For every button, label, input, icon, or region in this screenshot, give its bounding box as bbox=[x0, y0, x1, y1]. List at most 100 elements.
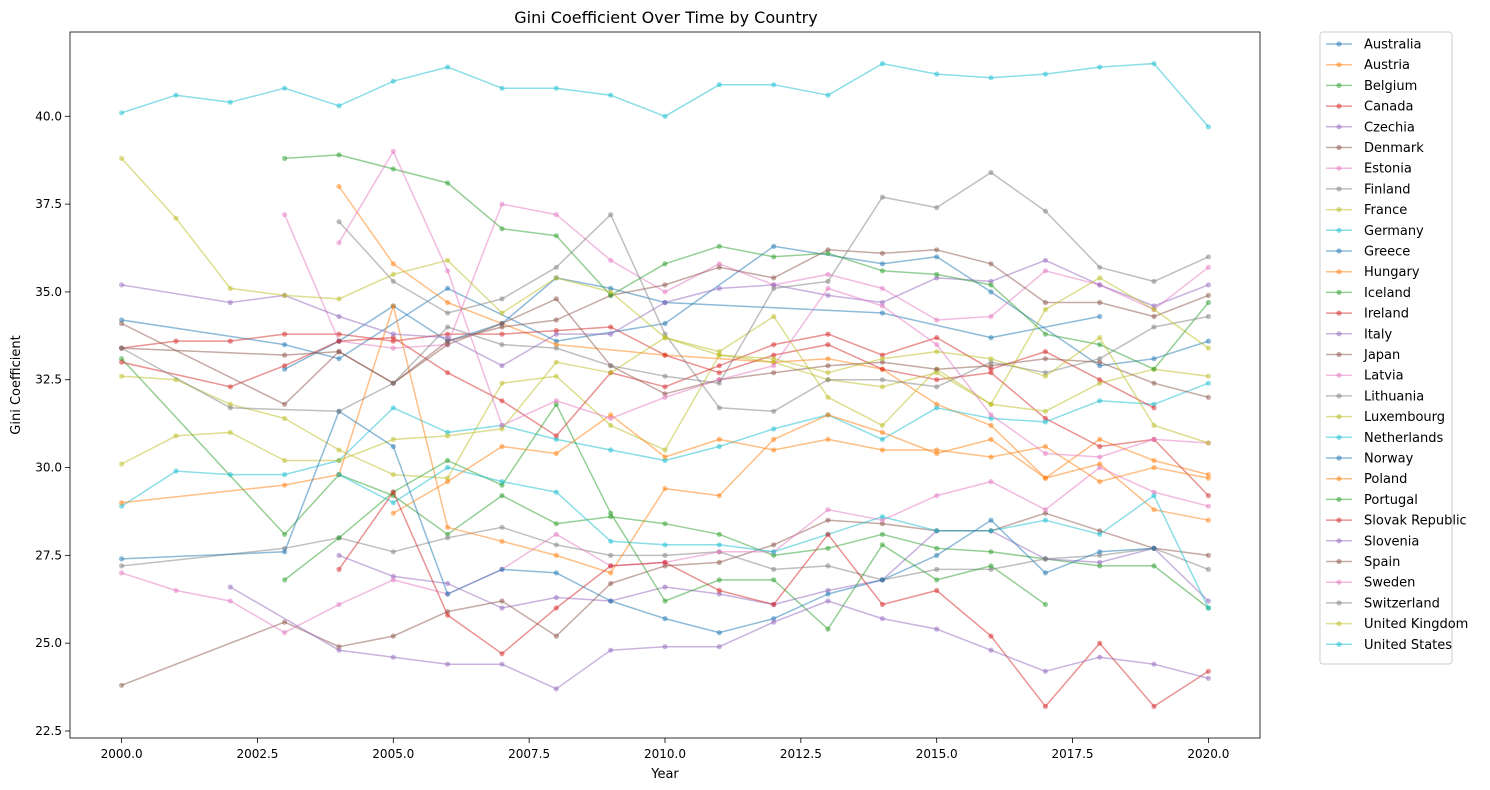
data-point-netherlands bbox=[336, 472, 342, 478]
data-point-australia bbox=[336, 356, 342, 362]
data-point-united-states bbox=[1151, 61, 1157, 67]
legend-label: Canada bbox=[1364, 100, 1413, 115]
data-point-iceland bbox=[934, 577, 940, 583]
legend-marker-swatch bbox=[1336, 538, 1342, 544]
data-point-portugal bbox=[1151, 366, 1157, 372]
legend-label: Luxembourg bbox=[1364, 410, 1445, 425]
data-point-sweden bbox=[553, 398, 559, 404]
data-point-spain bbox=[825, 363, 831, 369]
legend-item-belgium: Belgium bbox=[1326, 79, 1417, 94]
data-point-latvia bbox=[825, 507, 831, 513]
data-point-norway bbox=[608, 598, 614, 604]
data-point-portugal bbox=[282, 155, 288, 161]
legend-marker-swatch bbox=[1336, 310, 1342, 316]
y-tick-label: 35.0 bbox=[35, 285, 62, 299]
data-point-united-kingdom bbox=[608, 289, 614, 295]
legend-item-switzerland: Switzerland bbox=[1326, 596, 1440, 611]
legend-item-france: France bbox=[1326, 203, 1407, 218]
legend-label: Switzerland bbox=[1364, 596, 1440, 611]
data-point-spain bbox=[282, 352, 288, 358]
data-point-ireland bbox=[1151, 405, 1157, 411]
x-tick-label: 2005.0 bbox=[372, 747, 414, 761]
data-point-austria bbox=[825, 356, 831, 362]
data-point-germany bbox=[771, 426, 777, 432]
data-point-austria bbox=[988, 422, 994, 428]
data-point-norway bbox=[1097, 549, 1103, 555]
data-point-canada bbox=[608, 324, 614, 330]
data-point-united-states bbox=[934, 71, 940, 77]
legend-item-united-states: United States bbox=[1326, 638, 1452, 653]
legend-label: Norway bbox=[1364, 452, 1414, 467]
data-point-belgium bbox=[499, 493, 505, 499]
data-point-portugal bbox=[499, 226, 505, 232]
data-point-slovenia bbox=[934, 626, 940, 632]
data-point-united-states bbox=[173, 92, 179, 98]
legend-label: Estonia bbox=[1364, 162, 1412, 177]
data-point-denmark bbox=[771, 542, 777, 548]
data-point-estonia bbox=[608, 257, 614, 263]
data-point-austria bbox=[445, 299, 451, 306]
data-point-slovak-republic bbox=[1097, 640, 1103, 646]
data-point-australia bbox=[988, 289, 994, 295]
data-point-lithuania bbox=[445, 310, 451, 316]
data-point-finland bbox=[499, 524, 505, 530]
data-point-hungary bbox=[1042, 475, 1048, 481]
data-point-luxembourg bbox=[390, 436, 396, 442]
data-point-switzerland bbox=[390, 380, 396, 386]
data-point-finland bbox=[1097, 552, 1103, 559]
data-point-italy bbox=[390, 331, 396, 337]
data-point-france bbox=[1042, 408, 1048, 414]
data-point-switzerland bbox=[1097, 264, 1103, 270]
data-point-estonia bbox=[934, 317, 940, 323]
data-point-luxembourg bbox=[445, 433, 451, 439]
data-point-slovak-republic bbox=[716, 587, 722, 594]
data-point-slovenia bbox=[825, 598, 831, 604]
data-point-sweden bbox=[771, 363, 777, 369]
data-point-germany bbox=[1097, 398, 1103, 404]
data-point-australia bbox=[1205, 338, 1211, 344]
legend-item-estonia: Estonia bbox=[1326, 162, 1412, 177]
data-point-finland bbox=[608, 552, 614, 559]
data-point-lithuania bbox=[934, 384, 940, 390]
data-point-czechia bbox=[1097, 559, 1103, 566]
data-point-finland bbox=[662, 552, 668, 559]
data-point-luxembourg bbox=[227, 429, 233, 435]
data-point-norway bbox=[445, 591, 451, 597]
data-point-slovak-republic bbox=[879, 601, 886, 608]
data-point-belgium bbox=[553, 521, 559, 527]
data-point-finland bbox=[934, 566, 940, 573]
data-point-norway bbox=[716, 630, 722, 636]
data-point-slovak-republic bbox=[934, 587, 940, 594]
data-point-switzerland bbox=[825, 278, 831, 284]
data-point-poland bbox=[1042, 443, 1048, 450]
legend-item-sweden: Sweden bbox=[1326, 576, 1415, 591]
x-axis: 2000.0 2002.5 2005.0 2007.5 2010.0 2012.5 2015… bbox=[101, 738, 1229, 761]
legend-item-finland: Finland bbox=[1326, 182, 1410, 197]
data-point-ireland bbox=[716, 363, 722, 369]
data-point-switzerland bbox=[934, 205, 940, 211]
data-point-hungary bbox=[879, 429, 886, 435]
legend-marker-swatch bbox=[1336, 144, 1342, 151]
data-point-spain bbox=[934, 366, 940, 372]
legend-item-norway: Norway bbox=[1326, 452, 1414, 467]
data-point-czechia bbox=[553, 594, 559, 601]
data-point-hungary bbox=[988, 436, 994, 442]
series-netherlands bbox=[336, 464, 1211, 611]
data-point-austria bbox=[336, 183, 342, 190]
data-point-slovenia bbox=[1151, 661, 1157, 667]
data-point-ireland bbox=[119, 359, 125, 365]
data-point-hungary bbox=[553, 552, 559, 559]
y-axis-title: Gini Coefficient bbox=[9, 335, 24, 434]
data-point-denmark bbox=[499, 598, 505, 604]
legend-item-poland: Poland bbox=[1326, 472, 1407, 487]
legend-item-slovak-republic: Slovak Republic bbox=[1326, 514, 1467, 529]
legend-item-greece: Greece bbox=[1326, 245, 1410, 260]
data-point-hungary bbox=[662, 486, 668, 492]
data-point-netherlands bbox=[879, 514, 886, 520]
data-point-czechia bbox=[662, 584, 668, 590]
data-point-estonia bbox=[825, 271, 831, 277]
data-point-france bbox=[499, 380, 505, 386]
data-point-germany bbox=[173, 468, 179, 474]
data-point-canada bbox=[716, 370, 722, 376]
legend-marker-swatch bbox=[1336, 103, 1342, 109]
